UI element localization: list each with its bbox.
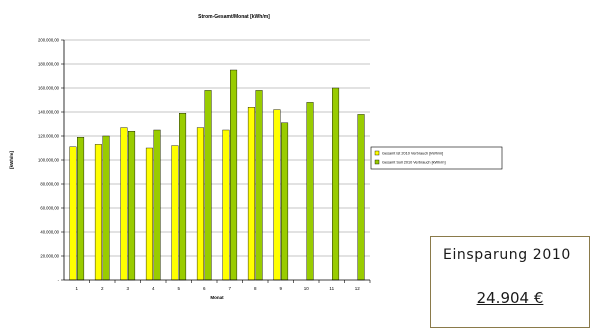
savings-label: Einsparung 2010 [443, 247, 571, 263]
legend-box [370, 146, 503, 170]
y-tick-label: - [58, 278, 60, 283]
y-axis-ticks: - 20.000,00 40.000,00 60.000,00 80.000,00 100… [38, 38, 64, 283]
bar-soll-2 [102, 135, 110, 281]
bar-ist-1 [69, 146, 77, 281]
bar-ist-6 [196, 127, 204, 281]
x-axis-label: Monat [210, 295, 224, 300]
bar-soll-12 [357, 114, 365, 281]
bar-ist-2 [94, 144, 102, 281]
bar-soll-11 [332, 87, 340, 281]
x-tick-label: 9 [279, 286, 282, 291]
bar-soll-4 [153, 129, 161, 281]
x-axis-ticks: 1 2 3 4 5 6 7 8 9 10 11 12 [75, 280, 371, 291]
savings-value: 24.904 € [476, 289, 544, 307]
x-tick-label: 10 [304, 286, 310, 291]
y-tick-label: 140.000,00 [38, 110, 60, 115]
x-tick-label: 2 [101, 286, 104, 291]
legend-label: Gesamt Soll 2010 Verbrauch [kWh/m] [382, 161, 446, 165]
x-tick-label: 3 [126, 286, 129, 291]
bars [69, 69, 365, 281]
y-tick-label: 160.000,00 [38, 86, 60, 91]
legend-label: Gesamt Ist 2010 Verbrauch [kWh/m] [382, 152, 443, 156]
y-tick-label: 200.000,00 [38, 38, 60, 43]
y-tick-label: 20.000,00 [40, 254, 59, 259]
legend: Gesamt Ist 2010 Verbrauch [kWh/m] Gesamt … [370, 146, 503, 170]
bar-soll-10 [306, 102, 314, 281]
y-tick-label: 80.000,00 [40, 182, 59, 187]
bar-ist-5 [171, 145, 179, 281]
x-tick-label: 1 [75, 286, 78, 291]
bar-soll-8 [255, 90, 263, 281]
x-tick-label: 7 [228, 286, 231, 291]
bar-ist-9 [273, 109, 281, 281]
y-tick-label: 40.000,00 [40, 230, 59, 235]
bar-ist-3 [120, 127, 128, 281]
bar-soll-5 [179, 112, 187, 281]
x-tick-label: 12 [355, 286, 361, 291]
y-tick-label: 100.000,00 [38, 158, 60, 163]
bar-ist-7 [222, 129, 230, 281]
y-tick-label: 60.000,00 [40, 206, 59, 211]
legend-swatch [374, 150, 380, 156]
bar-soll-6 [204, 90, 212, 281]
x-tick-label: 5 [177, 286, 180, 291]
bar-soll-9 [281, 122, 289, 281]
bar-soll-3 [128, 130, 136, 281]
bar-soll-1 [77, 136, 85, 281]
legend-swatch [374, 159, 380, 165]
bar-soll-7 [230, 69, 238, 281]
x-tick-label: 6 [203, 286, 206, 291]
bar-ist-8 [247, 106, 255, 281]
y-axis-label: [kWh/m] [9, 151, 14, 169]
savings-box: Einsparung 2010 24.904 € [430, 236, 590, 328]
x-tick-label: 8 [254, 286, 257, 291]
x-tick-label: 11 [329, 286, 334, 291]
x-tick-label: 4 [152, 286, 155, 291]
y-tick-label: 120.000,00 [38, 134, 60, 139]
gridlines [64, 39, 370, 257]
chart-title: Strom-Gesamt/Monat [kWh/m] [198, 14, 270, 20]
bar-ist-4 [145, 147, 153, 281]
y-tick-label: 180.000,00 [38, 62, 60, 67]
